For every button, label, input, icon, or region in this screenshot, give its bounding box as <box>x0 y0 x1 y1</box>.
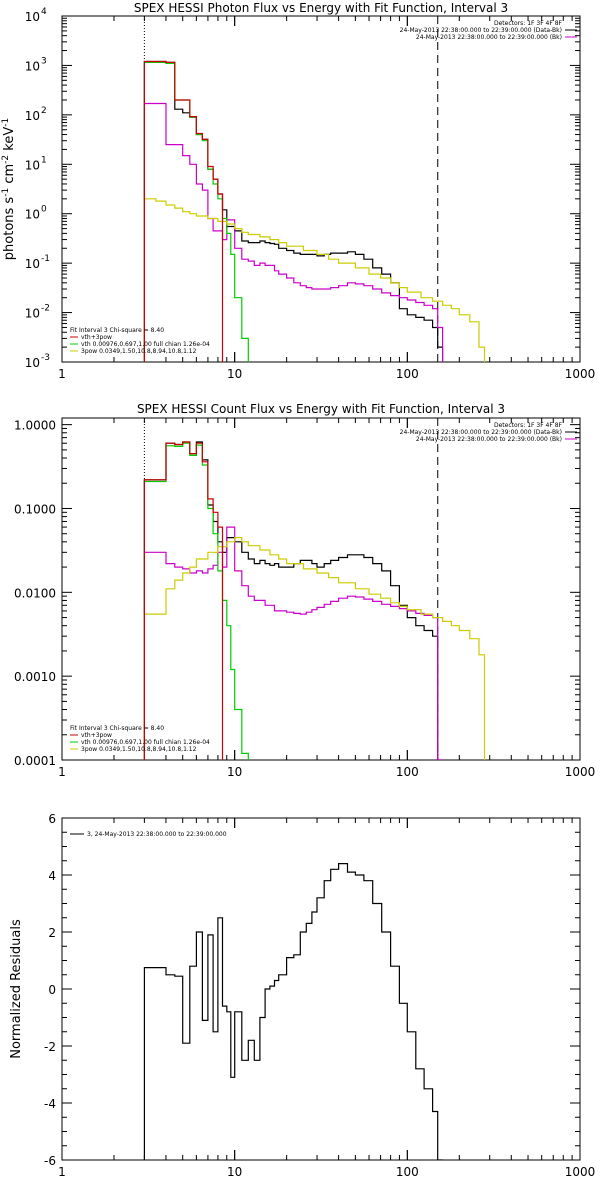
info-line: 24-May-2013 22:38:00.000 to 22:39:00.000… <box>416 34 562 41</box>
y-tick-label: 0.0100 <box>14 586 56 600</box>
legend-label: vth+3pow <box>81 732 112 739</box>
y-axis-label-part: -1 <box>1 188 11 197</box>
y-tick-label: 10 <box>25 307 40 321</box>
y-tick-label: -2 <box>44 1040 56 1054</box>
series-vth-3pow <box>143 441 224 760</box>
y-tick-exponent: 0 <box>41 205 47 215</box>
x-tick-label: 1 <box>58 367 66 381</box>
y-tick-label: 0.0001 <box>14 754 56 768</box>
y-tick-label: 10 <box>25 109 40 123</box>
y-axis-label-part: photons s <box>2 197 17 261</box>
legend-label: vth 0.00976,0.697,1.00 full chian 1.26e-… <box>81 341 210 348</box>
y-tick-label: 0.0010 <box>14 670 56 684</box>
plot-area <box>143 418 486 760</box>
info-line: Detectors: 1F 3F 4F 8F <box>494 422 563 429</box>
info-line: 24-May-2013 22:38:00.000 to 22:39:00.000… <box>400 27 562 34</box>
y-tick-label: 0 <box>48 983 56 997</box>
legend-title: Fit Interval 3 Chi-square = 8.40 <box>70 725 164 732</box>
y-tick-label: 10 <box>25 10 40 24</box>
residuals-panel: 1 10 100 1000 -6 -4 -2 0 2 4 6 Normalized Residuals… <box>9 812 595 1179</box>
x-tick-label: 100 <box>396 1165 419 1179</box>
y-tick-label: 4 <box>48 869 56 883</box>
x-tick-label: 1000 <box>565 765 596 779</box>
y-tick-label: 10 <box>25 257 40 271</box>
x-tick-label: 10 <box>227 765 242 779</box>
y-tick-exponent: 4 <box>41 7 47 17</box>
plot-area <box>143 863 444 1160</box>
y-tick-label: 2 <box>48 926 56 940</box>
legend-label: 3, 24-May-2013 22:38:00.000 to 22:39:00.… <box>87 831 227 838</box>
series-vth-3pow <box>143 60 224 362</box>
y-axis-label-part: -2 <box>1 155 11 164</box>
info-line: 24-May-2013 22:38:00.000 to 22:39:00.000… <box>400 429 562 436</box>
y-axis-label: photons s-1 cm-2 keV-1 <box>1 118 17 260</box>
chart-title: SPEX HESSI Count Flux vs Energy with Fit… <box>137 402 505 416</box>
y-tick-label: 0.1000 <box>14 502 56 516</box>
legend-title: Fit Interval 3 Chi-square = 8.40 <box>70 327 164 334</box>
series-bk <box>143 102 444 362</box>
y-tick-exponent: -1 <box>41 254 50 264</box>
photon-flux-panel: SPEX HESSI Photon Flux vs Energy with Fi… <box>1 1 595 381</box>
legend-label: vth+3pow <box>81 334 112 341</box>
plot-frame <box>61 817 581 1161</box>
x-tick-label: 10 <box>227 367 242 381</box>
y-tick-label: 10 <box>25 59 40 73</box>
x-tick-label: 100 <box>396 765 419 779</box>
y-tick-label: 1.0000 <box>14 419 56 433</box>
y-tick-exponent: 1 <box>41 155 47 165</box>
x-tick-label: 1 <box>58 1165 66 1179</box>
plot-frame <box>61 417 581 761</box>
y-axis-label: Normalized Residuals <box>9 919 24 1059</box>
series-bk <box>143 526 444 760</box>
y-tick-label: 10 <box>25 208 40 222</box>
y-tick-label: 10 <box>25 158 40 172</box>
y-tick-exponent: 2 <box>41 106 47 116</box>
series-3pow <box>143 198 486 362</box>
info-line: 24-May-2013 22:38:00.000 to 22:39:00.000… <box>416 436 562 443</box>
legend-label: 3pow 0.0349,1.50,10.8,8.94,10.8,1.12 <box>81 348 197 355</box>
series-3-24-may-2013-22-38-00-000-to-22-39-00-000 <box>143 863 444 1160</box>
y-tick-label: -4 <box>44 1097 56 1111</box>
x-tick-label: 1000 <box>565 367 596 381</box>
y-tick-label: -6 <box>44 1154 56 1168</box>
x-tick-label: 10 <box>227 1165 242 1179</box>
chart-title: SPEX HESSI Photon Flux vs Energy with Fi… <box>134 1 508 15</box>
series-3pow <box>143 537 486 760</box>
y-tick-exponent: -3 <box>41 353 50 363</box>
count-flux-panel: SPEX HESSI Count Flux vs Energy with Fit… <box>14 402 596 779</box>
y-tick-label: 10 <box>25 356 40 370</box>
legend-label: 3pow 0.0349,1.50,10.8,8.94,10.8,1.12 <box>81 746 197 753</box>
legend-label: vth 0.00976,0.697,1.00 full chian 1.26e-… <box>81 739 210 746</box>
plot-area <box>143 16 486 362</box>
info-line: Detectors: 1F 3F 4F 8F <box>494 20 563 27</box>
y-tick-label: 6 <box>48 812 56 826</box>
y-tick-exponent: -2 <box>41 304 50 314</box>
y-axis-label-part: -1 <box>1 118 11 127</box>
series-data-bk <box>143 441 444 760</box>
y-tick-exponent: 3 <box>41 56 47 66</box>
x-tick-label: 100 <box>396 367 419 381</box>
y-axis-label-part: cm <box>2 164 17 188</box>
series-data-bk <box>143 60 444 362</box>
x-tick-label: 1000 <box>565 1165 596 1179</box>
x-tick-label: 1 <box>58 765 66 779</box>
y-axis-label-part: keV <box>2 127 17 155</box>
plot-frame <box>61 15 581 363</box>
